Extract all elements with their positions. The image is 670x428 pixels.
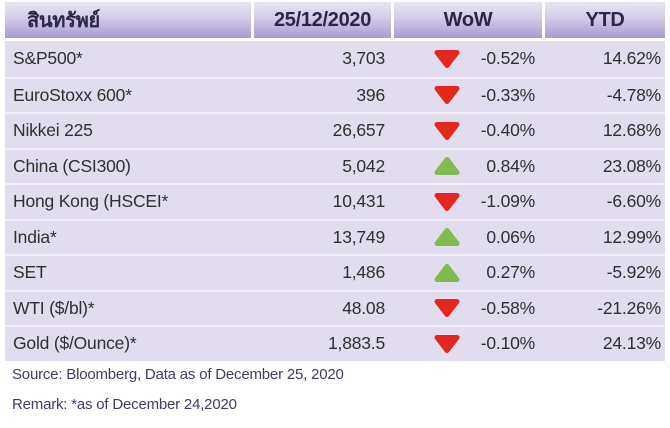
table-row: Nikkei 225 26,657 -0.40% 12.68% — [5, 112, 665, 148]
wow-cell: 0.06% — [394, 227, 545, 248]
ytd-change: 14.62% — [602, 48, 661, 69]
asset-name: Gold ($/Ounce)* — [13, 333, 137, 354]
header-asset: สินทรัพย์ — [5, 2, 251, 38]
asset-name: Hong Kong (HSCEI* — [13, 191, 169, 212]
price-value: 1,486 — [342, 262, 385, 283]
price-value: 3,703 — [342, 48, 385, 69]
header-date: 25/12/2020 — [254, 2, 391, 38]
header-ytd: YTD — [545, 2, 665, 38]
header-wow: WoW — [394, 2, 542, 38]
up-triangle-icon — [434, 157, 460, 176]
asset-name: India* — [13, 226, 57, 247]
down-triangle-icon — [434, 299, 460, 318]
ytd-change: -21.26% — [597, 297, 661, 318]
down-triangle-icon — [434, 86, 460, 105]
table-row: WTI ($/bl)* 48.08 -0.58% -21.26% — [5, 289, 665, 325]
up-triangle-icon — [434, 263, 460, 282]
wow-change: 0.06% — [486, 226, 535, 247]
wow-change: -0.10% — [480, 333, 535, 354]
ytd-change: -5.92% — [606, 262, 661, 283]
wow-change: -0.40% — [480, 120, 535, 141]
wow-cell: 0.27% — [394, 262, 545, 283]
remark-note: Remark: *as of December 24,2020 — [12, 396, 237, 413]
wow-cell: -0.52% — [394, 48, 545, 69]
table-row: Hong Kong (HSCEI* 10,431 -1.09% -6.60% — [5, 183, 665, 219]
price-value: 396 — [356, 84, 385, 105]
ytd-change: -4.78% — [606, 84, 661, 105]
down-triangle-icon — [434, 334, 460, 353]
wow-cell: -1.09% — [394, 191, 545, 212]
price-value: 26,657 — [332, 120, 386, 141]
price-value: 13,749 — [332, 226, 386, 247]
asset-name: SET — [13, 262, 47, 283]
wow-cell: -0.58% — [394, 298, 545, 319]
ytd-change: 12.68% — [602, 120, 661, 141]
ytd-change: 24.13% — [602, 333, 661, 354]
ytd-change: 12.99% — [602, 226, 661, 247]
price-value: 10,431 — [332, 191, 386, 212]
table-footer: Source: Bloomberg, Data as of December 2… — [12, 366, 344, 426]
price-value: 1,883.5 — [328, 333, 385, 354]
ytd-change: -6.60% — [606, 191, 661, 212]
down-triangle-icon — [434, 49, 460, 68]
table-header-row: สินทรัพย์ 25/12/2020 WoW YTD — [5, 2, 665, 38]
ytd-change: 23.08% — [602, 155, 661, 176]
table-row: SET 1,486 0.27% -5.92% — [5, 254, 665, 290]
up-triangle-icon — [434, 228, 460, 247]
wow-change: -0.33% — [480, 84, 535, 105]
source-note: Source: Bloomberg, Data as of December 2… — [12, 366, 344, 383]
wow-cell: -0.33% — [394, 85, 545, 106]
wow-change: 0.27% — [486, 262, 535, 283]
down-triangle-icon — [434, 121, 460, 140]
wow-change: -1.09% — [480, 191, 535, 212]
asset-name: WTI ($/bl)* — [13, 297, 95, 318]
wow-change: 0.84% — [486, 155, 535, 176]
asset-name: Nikkei 225 — [13, 120, 93, 141]
wow-cell: 0.84% — [394, 156, 545, 177]
asset-name: EuroStoxx 600* — [13, 84, 132, 105]
table-row: EuroStoxx 600* 396 -0.33% -4.78% — [5, 76, 665, 112]
wow-change: -0.52% — [480, 48, 535, 69]
price-value: 5,042 — [342, 155, 385, 176]
price-value: 48.08 — [342, 297, 385, 318]
table-body: S&P500* 3,703 -0.52% 14.62% EuroStoxx 600* 39… — [5, 41, 665, 361]
asset-name: China (CSI300) — [13, 155, 131, 176]
table-row: Gold ($/Ounce)* 1,883.5 -0.10% 24.13% — [5, 325, 665, 361]
assets-table: สินทรัพย์ 25/12/2020 WoW YTD S&P500* 3,70… — [5, 2, 665, 361]
wow-cell: -0.10% — [394, 333, 545, 354]
table-row: India* 13,749 0.06% 12.99% — [5, 218, 665, 254]
wow-change: -0.58% — [480, 297, 535, 318]
table-row: China (CSI300) 5,042 0.84% 23.08% — [5, 147, 665, 183]
asset-name: S&P500* — [13, 48, 83, 69]
wow-cell: -0.40% — [394, 120, 545, 141]
down-triangle-icon — [434, 192, 460, 211]
table-row: S&P500* 3,703 -0.52% 14.62% — [5, 41, 665, 77]
